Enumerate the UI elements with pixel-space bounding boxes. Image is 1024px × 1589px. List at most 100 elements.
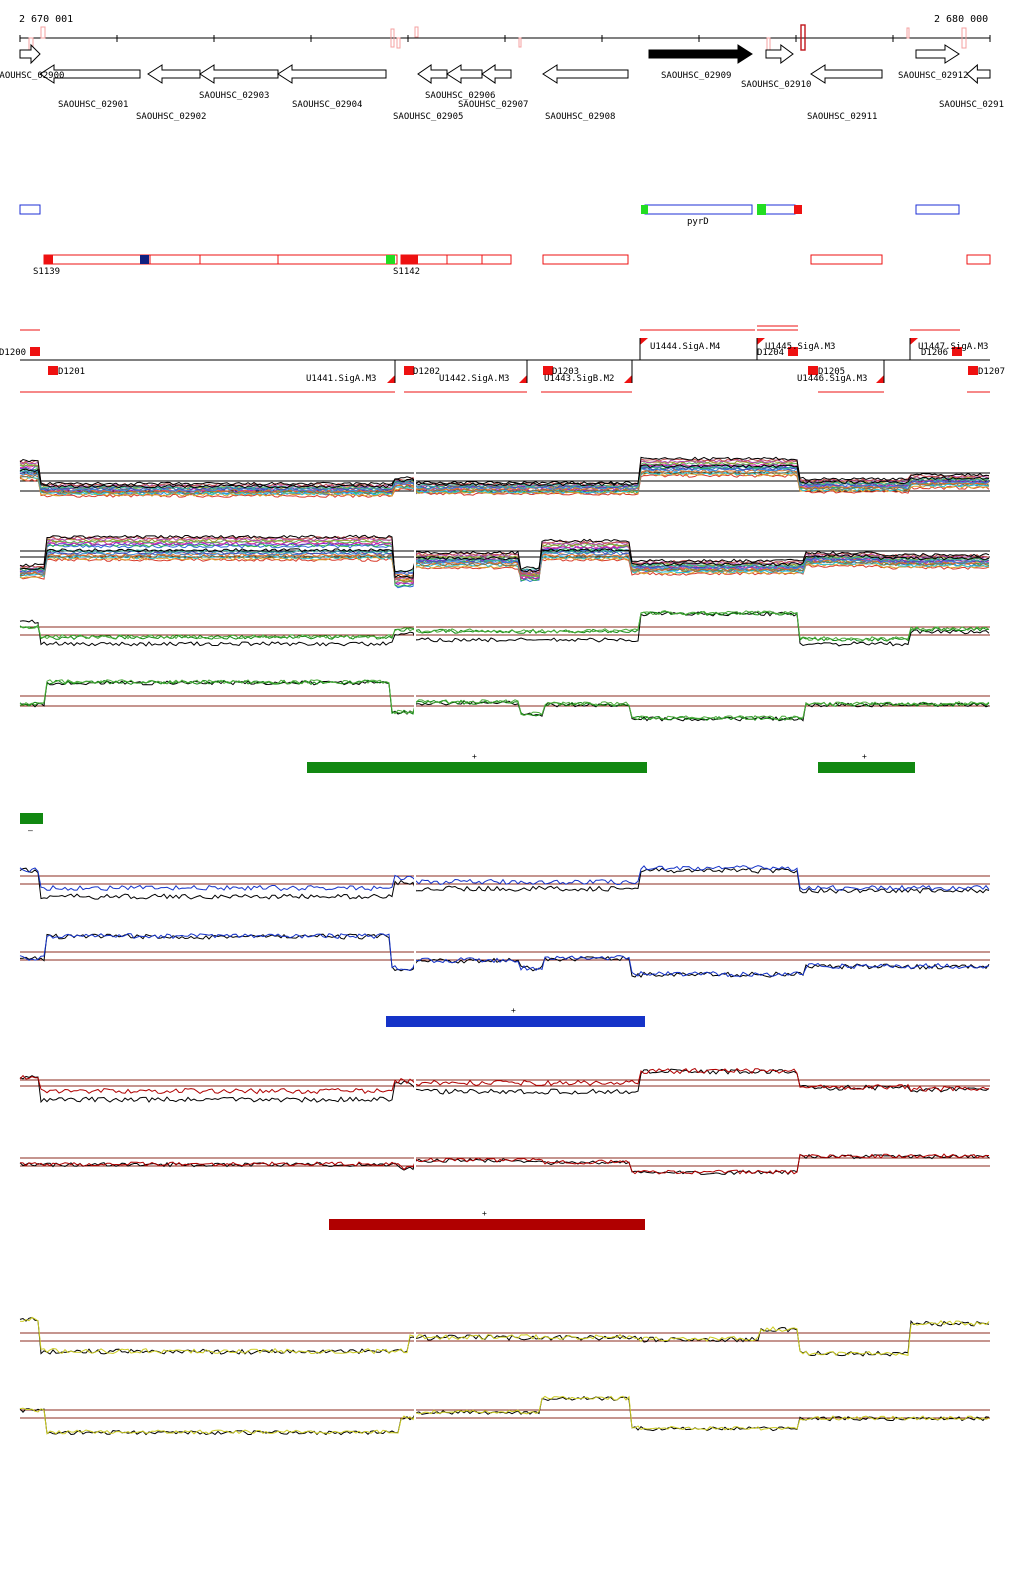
terminator-mark [808, 366, 818, 375]
terminator-mark [788, 347, 798, 356]
feature-track-red [43, 254, 991, 265]
ruler-mark [961, 27, 967, 49]
profile-line [19, 471, 989, 496]
profile-panel-group2-b [19, 926, 990, 986]
tu-label: D1202 [413, 367, 440, 377]
tu-label: U1441.SigA.M3 [306, 374, 376, 384]
profile-line [19, 933, 990, 978]
ruler-start-label: 2 670 001 [19, 14, 73, 25]
profile-line [19, 1153, 989, 1175]
gene-arrow-saouhsc_02902 [147, 64, 201, 84]
feature-box [764, 204, 796, 215]
feature-marks [641, 204, 802, 215]
feature-track-blue [19, 204, 960, 215]
gene-arrow-saouhsc_02903 [199, 64, 279, 84]
gene-label: SAOUHSC_02908 [545, 112, 615, 122]
gene-label: SAOUHSC_02910 [741, 80, 811, 90]
profile-line [19, 456, 990, 486]
feature-box [19, 204, 41, 215]
profile-line [19, 1396, 990, 1436]
profile-panel-b [19, 533, 990, 593]
bar-sign: + [482, 1209, 487, 1218]
profile-line [19, 465, 990, 490]
ruler-mark [414, 26, 419, 38]
tu-label: D1201 [58, 367, 85, 377]
segment-label: S1142 [393, 267, 420, 277]
expression-profile-tracks [19, 455, 990, 1444]
bar-sign: – [28, 826, 33, 835]
feature-mark [140, 255, 149, 264]
profile-line [19, 473, 990, 498]
feature-mark [794, 205, 802, 214]
gene-label: SAOUHSC_0291 [939, 100, 1004, 110]
segment-bar-group1 [307, 762, 647, 773]
profile-line [19, 1316, 990, 1356]
bar-sign: + [511, 1006, 516, 1015]
feature-marks-red [44, 255, 418, 264]
transcription-unit-track: D1200 D1201 D1202 D1203 D1204 D1205 D120… [0, 325, 1005, 393]
gene-arrow-saouhsc_02906 [446, 64, 483, 84]
gene-label: SAOUHSC_02904 [292, 100, 362, 110]
tu-label: D1200 [0, 348, 26, 358]
terminator-mark [968, 366, 978, 375]
segment-bar-group1 [818, 762, 915, 773]
ruler-mark [906, 27, 910, 39]
tu-label: U1444.SigA.M4 [650, 342, 720, 352]
coordinate-ruler: 2 670 001 2 680 000 [19, 14, 991, 51]
gene-label: SAOUHSC_02905 [393, 112, 463, 122]
feature-mark [757, 204, 766, 215]
profile-line [19, 865, 990, 892]
tu-label: D1205 [818, 367, 845, 377]
feature-box [810, 254, 883, 265]
ruler-mark [766, 37, 771, 51]
feature-mark [386, 255, 395, 264]
pyrd-label: pyrD [687, 217, 709, 227]
terminator-mark [48, 366, 58, 375]
terminator-mark [952, 347, 962, 356]
profile-panel-group1-a [19, 603, 990, 663]
profile-line [19, 611, 990, 647]
gene-label: SAOUHSC_02900 [0, 71, 64, 81]
gene-arrow-saouhsc_02901 [39, 64, 141, 84]
gene-arrow-saouhsc_02912 [915, 44, 960, 64]
gene-arrow-saouhsc_02900 [19, 43, 41, 65]
profile-line [19, 557, 990, 582]
gene-arrow-saouhsc_02908 [542, 64, 629, 84]
terminator-mark [404, 366, 414, 375]
ruler-mark [40, 26, 46, 39]
gene-label: SAOUHSC_02907 [458, 100, 528, 110]
profile-line [19, 933, 990, 978]
ruler-mark [518, 37, 522, 48]
terminator-mark [30, 347, 40, 356]
profile-line [19, 1316, 990, 1357]
tu-label: D1203 [552, 367, 579, 377]
ruler-mark [390, 28, 395, 48]
profile-line [19, 472, 990, 497]
gene-label: SAOUHSC_02909 [661, 71, 731, 81]
feature-mark [401, 255, 418, 264]
profile-panel-group2-a [19, 850, 990, 910]
terminator-mark [543, 366, 553, 375]
feature-mark [44, 255, 53, 264]
feature-box [966, 254, 991, 265]
gene-label: SAOUHSC_02911 [807, 112, 877, 122]
tu-label: D1207 [978, 367, 1005, 377]
ruler-mark [396, 37, 401, 49]
feature-box [542, 254, 629, 265]
profile-line [19, 551, 990, 576]
tu-label: U1445.SigA.M3 [765, 342, 835, 352]
profile-line [19, 867, 990, 900]
gene-label: SAOUHSC_02906 [425, 91, 495, 101]
gene-track: SAOUHSC_02900 SAOUHSC_02901 SAOUHSC_0290… [0, 43, 1004, 122]
gene-arrow-saouhsc_02909 [648, 44, 753, 64]
tu-label: U1446.SigA.M3 [797, 374, 867, 384]
tu-label: U1447.SigA.M3 [918, 342, 988, 352]
profile-panel-a [19, 455, 990, 515]
bar-sign: + [862, 752, 867, 761]
profile-line [19, 1067, 990, 1095]
profile-line [19, 1395, 990, 1435]
segment-label: S1139 [33, 267, 60, 277]
profile-line [19, 548, 990, 573]
profile-line [19, 554, 990, 579]
profile-line [19, 1068, 990, 1104]
